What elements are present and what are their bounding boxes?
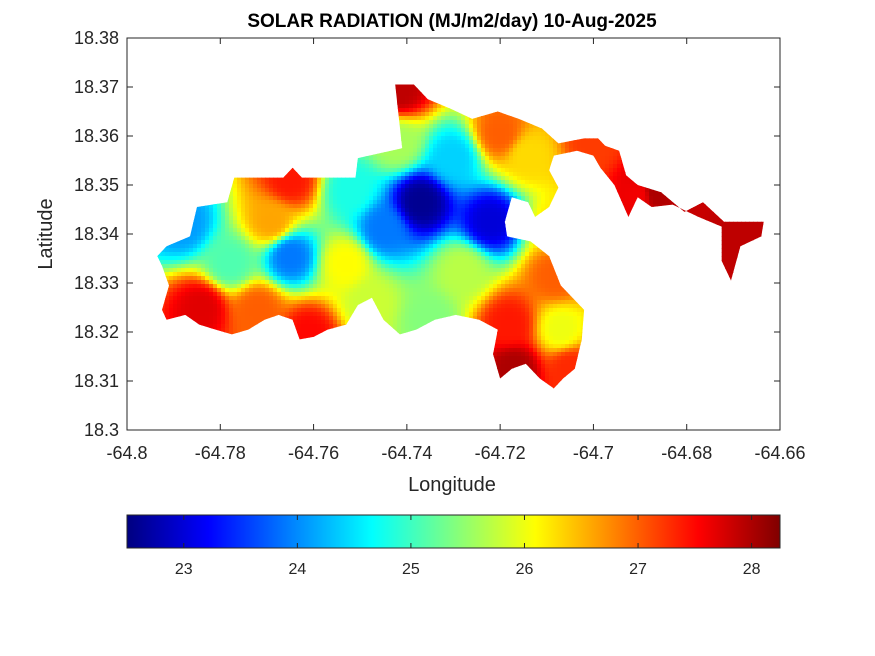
x-tick-label: -64.72 — [475, 443, 526, 463]
y-tick-label: 18.3 — [84, 420, 119, 440]
chart-title: SOLAR RADIATION (MJ/m2/day) 10-Aug-2025 — [247, 11, 657, 32]
y-tick-label: 18.36 — [74, 126, 119, 146]
y-tick-label: 18.34 — [74, 224, 119, 244]
colorbar-tick-label: 25 — [402, 561, 420, 578]
x-tick-label: -64.78 — [195, 443, 246, 463]
x-tick-label: -64.7 — [573, 443, 614, 463]
x-tick-label: -64.68 — [661, 443, 712, 463]
colorbar — [126, 514, 781, 549]
x-tick-label: -64.74 — [381, 443, 432, 463]
y-tick-label: 18.38 — [74, 28, 119, 48]
y-tick-label: 18.32 — [74, 322, 119, 342]
x-tick-label: -64.76 — [288, 443, 339, 463]
colorbar-tick-label: 27 — [629, 561, 647, 578]
colorbar-ticks: 23 24 25 26 27 28 — [175, 515, 761, 578]
x-axis: -64.8 -64.78 -64.76 -64.74 -64.72 -64.7 -64.68… — [106, 38, 806, 463]
y-axis-label: Latitude — [35, 198, 57, 269]
x-tick-label: -64.66 — [754, 443, 805, 463]
y-tick-label: 18.35 — [74, 175, 119, 195]
x-axis-label: Longitude — [408, 474, 496, 496]
y-axis: 18.3 18.31 18.32 18.33 18.34 18.35 18.36 18.37 1… — [74, 28, 780, 440]
colorbar-tick-label: 24 — [288, 561, 306, 578]
y-tick-label: 18.31 — [74, 371, 119, 391]
colorbar-tick-label: 26 — [516, 561, 534, 578]
y-tick-label: 18.37 — [74, 77, 119, 97]
colorbar-tick-label: 23 — [175, 561, 193, 578]
colorbar-tick-label: 28 — [743, 561, 761, 578]
x-tick-label: -64.8 — [106, 443, 147, 463]
y-tick-label: 18.33 — [74, 273, 119, 293]
